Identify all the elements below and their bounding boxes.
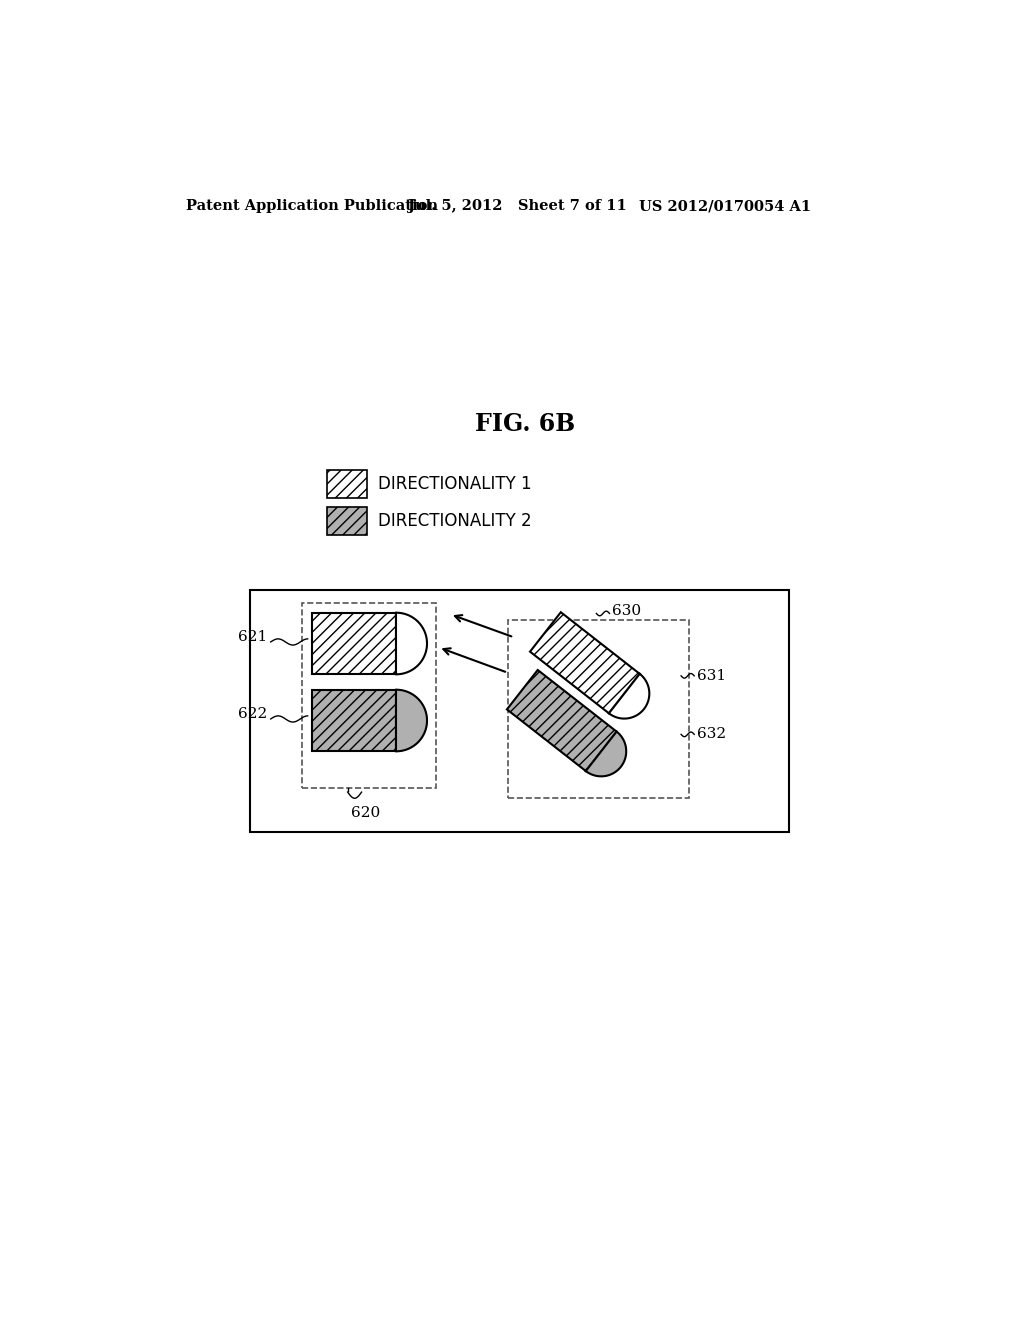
Text: FIG. 6B: FIG. 6B (475, 412, 574, 436)
Bar (327, 470, 367, 498)
Text: 632: 632 (696, 727, 726, 742)
Text: DIRECTIONALITY 1: DIRECTIONALITY 1 (378, 475, 531, 494)
Text: Patent Application Publication: Patent Application Publication (186, 199, 438, 213)
Polygon shape (609, 673, 649, 718)
Text: DIRECTIONALITY 2: DIRECTIONALITY 2 (378, 512, 531, 531)
Text: 631: 631 (696, 669, 726, 682)
Bar (301, 603, 436, 788)
Text: Jul. 5, 2012   Sheet 7 of 11: Jul. 5, 2012 Sheet 7 of 11 (408, 199, 627, 213)
Bar (311, 612, 396, 675)
Polygon shape (396, 612, 427, 675)
Polygon shape (586, 731, 627, 776)
Text: 621: 621 (239, 631, 267, 644)
Text: US 2012/0170054 A1: US 2012/0170054 A1 (639, 199, 811, 213)
Bar (250, 590, 788, 832)
Text: 622: 622 (239, 708, 267, 721)
Bar (311, 689, 396, 751)
Text: 630: 630 (611, 605, 641, 618)
Text: 620: 620 (351, 807, 380, 820)
Polygon shape (396, 689, 427, 751)
Bar (327, 507, 367, 535)
Bar (508, 620, 689, 797)
Polygon shape (507, 671, 616, 771)
Polygon shape (530, 612, 640, 713)
